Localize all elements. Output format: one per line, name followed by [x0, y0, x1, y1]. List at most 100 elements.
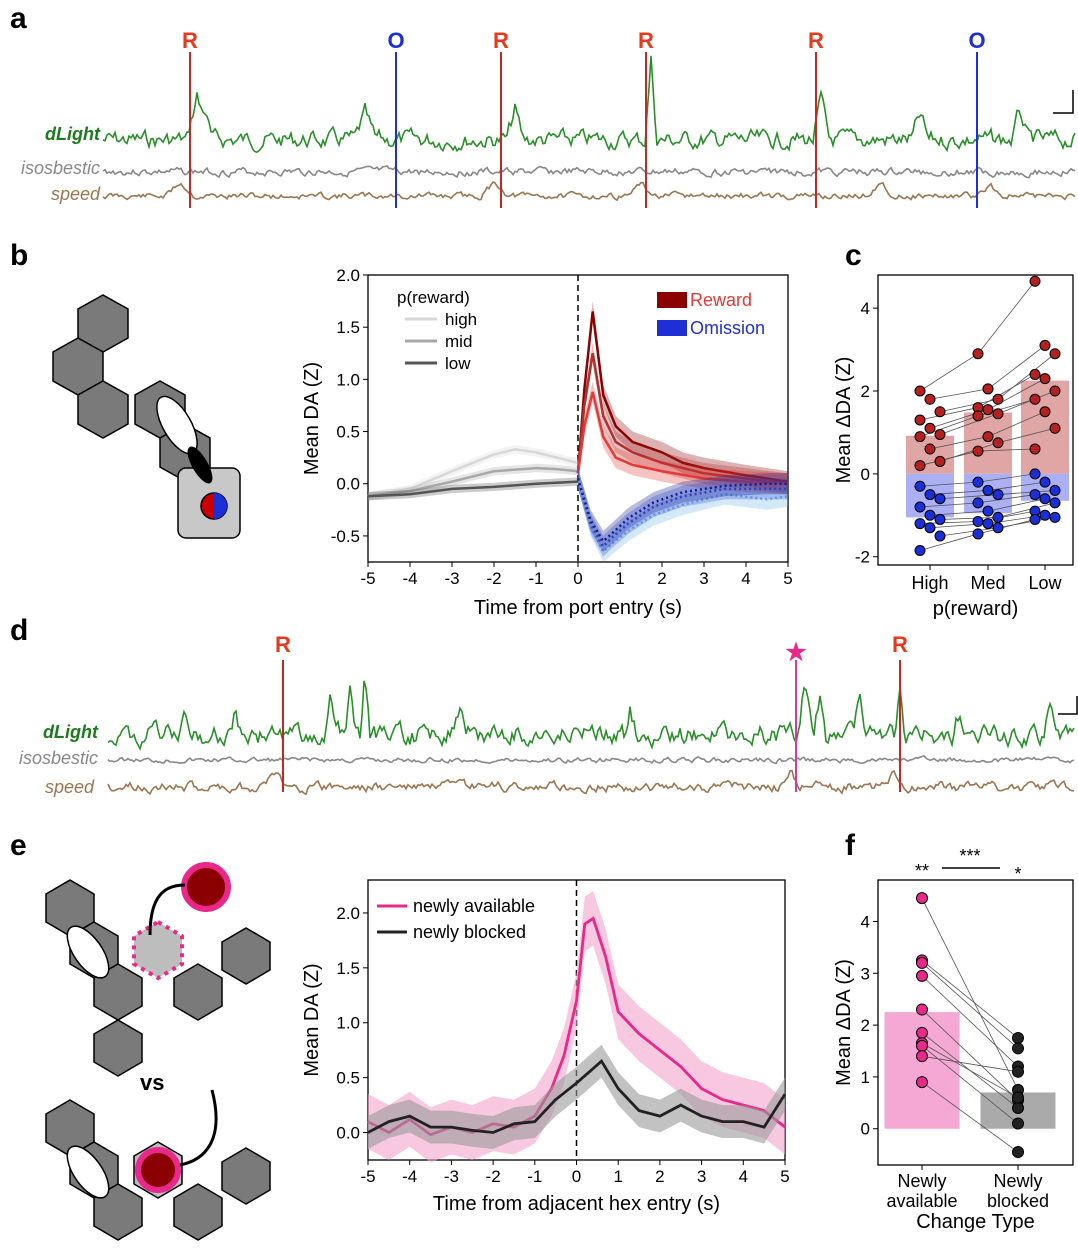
y-tick-label: -2 [855, 548, 870, 567]
series-band [578, 301, 788, 493]
y-axis-label: Mean ΔDA (Z) [833, 357, 855, 484]
legend-entry: newly available [413, 896, 535, 916]
x-tick-label: -3 [444, 569, 459, 588]
y-tick-label: 0.0 [336, 475, 360, 494]
panel-label-f: f [845, 829, 856, 862]
x-tick-label: High [911, 573, 948, 593]
omission-point [972, 516, 984, 527]
x-tick-label: -1 [528, 569, 543, 588]
reward-bar [906, 435, 954, 474]
newly-blocked-point [1012, 1065, 1024, 1078]
trace-label-iso-a: isosbestic [21, 158, 100, 178]
legend-swatch [657, 292, 687, 308]
newly-blocked-point [1012, 1032, 1024, 1045]
omission-point [1039, 493, 1051, 505]
pair-line [921, 897, 1019, 1091]
series-band [578, 381, 788, 495]
newly-blocked-point [1012, 1091, 1024, 1104]
legend-entry: newly blocked [413, 922, 526, 942]
chart-f: 01234NewlyavailableNewlyblocked******Cha… [833, 846, 1074, 1233]
y-tick-label: 1.5 [336, 318, 360, 337]
y-axis-label: Mean DA (Z) [301, 963, 323, 1076]
event-label: R [275, 632, 291, 657]
newly-available-point [916, 969, 928, 982]
event-label: R [493, 28, 509, 53]
x-tick-label: -3 [444, 1167, 459, 1186]
y-tick-label: 2 [861, 1016, 870, 1035]
y-tick-label: 2.0 [336, 904, 360, 923]
omission-point [924, 522, 936, 534]
series-band [578, 468, 788, 562]
series-band [578, 468, 788, 557]
reward-point [982, 404, 994, 416]
x-tick-label: Low [1028, 573, 1062, 593]
reward-point [1029, 393, 1041, 405]
reward-point [972, 410, 984, 422]
series-line [367, 480, 579, 498]
x-axis-label: Change Type [916, 1211, 1035, 1233]
series-band [368, 891, 785, 1163]
isosbestic-trace [107, 754, 1075, 765]
omission-point [972, 497, 984, 509]
pair-line [921, 1009, 1019, 1101]
blocked-target-icon [135, 1147, 181, 1193]
series-line [576, 353, 789, 485]
event-label: R [808, 28, 824, 53]
legend-entry: mid [445, 332, 472, 351]
y-axis-label: Mean ΔDA (Z) [833, 959, 855, 1086]
significance-label: *** [959, 846, 980, 866]
pair-line [921, 1042, 1019, 1098]
y-tick-label: 3 [861, 964, 870, 983]
reward-point [972, 348, 984, 360]
y-tick-label: 1.5 [336, 959, 360, 978]
x-tick-label: -4 [402, 1167, 417, 1186]
x-tick-label: 0 [572, 1167, 581, 1186]
scale-bar [1058, 696, 1078, 715]
newly-blocked-point [1012, 1042, 1024, 1055]
reward-point [1029, 368, 1041, 380]
x-tick-label: -2 [486, 1167, 501, 1186]
plot-frame [877, 274, 1074, 566]
x-tick-label: 2 [657, 569, 666, 588]
y-tick-label: 1 [861, 1068, 870, 1087]
omission-point [924, 489, 936, 501]
event-label: ★ [785, 639, 807, 666]
panel-label-d: d [10, 614, 28, 647]
x-tick-label: 1 [615, 569, 624, 588]
omission-point [982, 518, 994, 530]
legend-entry: high [445, 310, 477, 329]
newly-available-point [916, 1050, 928, 1063]
reward-point [1049, 385, 1061, 397]
reward-bar [964, 412, 1012, 474]
y-tick-label: -0.5 [331, 527, 360, 546]
x-tick-label: 1 [613, 1167, 622, 1186]
trace-label-speed-d: speed [45, 777, 95, 797]
reward-point [1049, 348, 1061, 360]
x-axis-label: Time from adjacent hex entry (s) [433, 1193, 720, 1215]
significance-label: * [1014, 864, 1021, 884]
series-band [368, 463, 578, 501]
y-tick-label: 0 [861, 1120, 870, 1139]
chart-b: -5 -4 -3 -2 -1 0 1 2 3 4 5 -0.5 0.0 0.5 1.0 1.5 2.0 Time … [301, 266, 793, 619]
reward-point [924, 393, 936, 405]
scale-bar [1053, 90, 1074, 114]
reward-point [992, 393, 1004, 405]
y-tick-label: 1.0 [336, 1014, 360, 1033]
omission-point [914, 518, 926, 530]
series-line [576, 478, 788, 549]
x-axis-label: p(reward) [933, 598, 1019, 620]
omission-point [982, 505, 994, 517]
reward-point [924, 443, 936, 455]
chart-c: -2 0 2 4 High Med Low p(reward) Mean ΔDA (Z) [833, 274, 1074, 620]
y-tick-label: 1.0 [336, 370, 360, 389]
dlight-trace [102, 55, 1076, 153]
panel-label-c: c [845, 239, 862, 272]
reward-point [1039, 373, 1051, 385]
pair-line [921, 1055, 1019, 1073]
event-label: R [892, 632, 908, 657]
mouse-body-icon [66, 1145, 110, 1199]
reward-point [982, 383, 994, 395]
legend-entry: Omission [690, 318, 765, 338]
x-tick-label: -5 [360, 569, 375, 588]
